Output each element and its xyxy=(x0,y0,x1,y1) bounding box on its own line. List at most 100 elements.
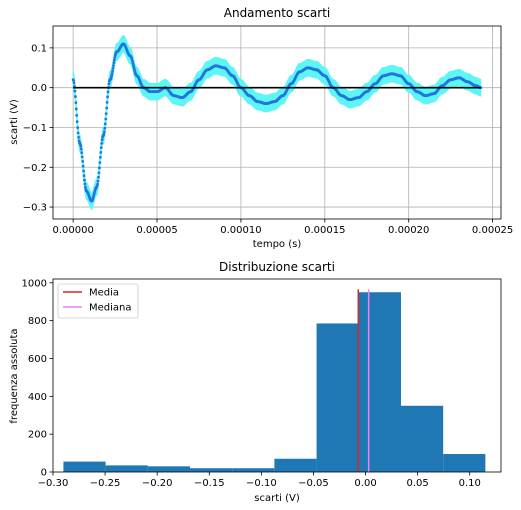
residual-point xyxy=(102,130,106,134)
residuals-y-axis-label: scarti (V) xyxy=(9,99,20,145)
residuals-errorbars xyxy=(72,35,482,210)
residuals-plot: Andamento scarti 0.00000 0.00005 0.00010 0.… xyxy=(9,6,513,250)
residual-point xyxy=(79,144,83,148)
residual-point xyxy=(103,126,107,130)
residual-point xyxy=(105,100,109,104)
histogram-bars xyxy=(63,292,486,472)
residuals-y-ticks: −0.3 −0.2 −0.1 0.0 0.1 xyxy=(23,43,53,214)
residual-point xyxy=(112,61,116,65)
residual-point xyxy=(82,174,86,178)
residual-point xyxy=(79,147,83,151)
y-tick-label: 0 xyxy=(41,468,47,479)
residuals-plot-frame xyxy=(52,25,502,220)
residual-point xyxy=(107,82,111,86)
residual-point xyxy=(98,161,102,165)
y-tick-label: 1000 xyxy=(22,278,47,289)
histogram-bar xyxy=(190,468,233,472)
histogram-bar xyxy=(105,465,148,472)
residual-point xyxy=(104,112,108,115)
histogram-x-axis-label: scarti (V) xyxy=(254,493,300,504)
residual-point xyxy=(110,74,114,78)
legend-label-mediana: Mediana xyxy=(89,303,132,314)
residual-point xyxy=(72,81,76,85)
residual-point xyxy=(73,89,77,93)
residual-point xyxy=(103,122,107,126)
residual-point xyxy=(97,171,101,175)
legend-label-media: Media xyxy=(89,288,119,299)
residual-point xyxy=(75,113,79,117)
histogram-legend: Media Mediana xyxy=(57,283,139,319)
residual-point xyxy=(111,66,115,70)
x-tick-label: 0.00010 xyxy=(220,225,261,236)
residual-point xyxy=(98,156,102,159)
histogram-frame xyxy=(52,278,502,473)
residual-point xyxy=(110,72,114,75)
histogram-y-axis-label: frequenza assoluta xyxy=(9,328,20,423)
y-tick-label: 400 xyxy=(28,392,47,403)
histogram-y-ticks: 0 200 400 600 800 1000 xyxy=(22,278,53,479)
y-tick-label: 0.1 xyxy=(31,43,47,54)
y-tick-label: −0.2 xyxy=(23,163,47,174)
histogram-plot: Distribuzione scarti −0.30 −0.25 −0.20 −0.1… xyxy=(9,260,502,504)
residual-point xyxy=(100,141,104,145)
residual-point xyxy=(75,120,79,124)
y-tick-label: 0.0 xyxy=(31,83,47,94)
residual-point xyxy=(99,146,103,149)
x-tick-label: −0.05 xyxy=(298,478,329,489)
x-tick-label: −0.20 xyxy=(142,478,173,489)
residuals-x-axis-label: tempo (s) xyxy=(253,239,302,250)
residual-point xyxy=(111,69,114,73)
x-tick-label: −0.15 xyxy=(194,478,225,489)
x-tick-label: 0.10 xyxy=(459,478,481,489)
residuals-points xyxy=(71,42,483,203)
x-tick-label: 0.00005 xyxy=(136,225,177,236)
x-tick-label: 0.05 xyxy=(407,478,429,489)
residual-point xyxy=(104,117,108,121)
residual-point xyxy=(83,182,87,186)
residual-point xyxy=(81,160,85,163)
histogram-bar xyxy=(147,466,191,472)
residuals-plot-title: Andamento scarti xyxy=(224,6,331,20)
x-tick-label: 0.00 xyxy=(354,478,376,489)
residual-point xyxy=(112,58,116,62)
residual-point xyxy=(106,95,109,99)
residual-point xyxy=(105,106,109,110)
y-tick-label: 800 xyxy=(28,316,47,327)
histogram-bar xyxy=(358,292,401,472)
histogram-x-ticks: −0.30 −0.25 −0.20 −0.15 −0.10 −0.05 0.00 0.05 0.… xyxy=(38,472,481,489)
y-tick-label: −0.3 xyxy=(23,203,47,214)
histogram-vlines xyxy=(357,289,370,472)
residual-point xyxy=(102,132,106,136)
residual-point xyxy=(100,138,104,142)
residual-point xyxy=(113,56,117,59)
residual-point xyxy=(76,131,80,135)
residual-point xyxy=(74,95,77,98)
residual-point xyxy=(106,90,110,94)
y-tick-label: −0.1 xyxy=(23,123,47,134)
x-tick-label: −0.25 xyxy=(90,478,121,489)
residual-point xyxy=(76,126,80,129)
residual-point xyxy=(82,169,85,173)
residual-point xyxy=(98,166,101,170)
residual-point xyxy=(77,135,80,139)
residual-point xyxy=(81,164,85,168)
y-tick-label: 600 xyxy=(28,354,47,365)
histogram-bar xyxy=(63,461,106,472)
residual-point xyxy=(96,182,99,186)
histogram-bar xyxy=(316,323,359,472)
x-tick-label: −0.30 xyxy=(38,478,69,489)
residual-point xyxy=(112,64,115,67)
residual-point xyxy=(83,178,86,182)
histogram-bar xyxy=(400,405,444,472)
x-tick-label: 0.00025 xyxy=(472,225,513,236)
residual-point xyxy=(72,79,75,82)
x-tick-label: −0.10 xyxy=(246,478,277,489)
residual-point xyxy=(83,185,87,189)
x-tick-label: 0.00000 xyxy=(52,225,93,236)
residual-point xyxy=(96,179,100,183)
residual-point xyxy=(80,151,84,155)
residual-point xyxy=(99,150,103,154)
y-tick-label: 200 xyxy=(28,430,47,441)
histogram-bar xyxy=(274,458,317,472)
